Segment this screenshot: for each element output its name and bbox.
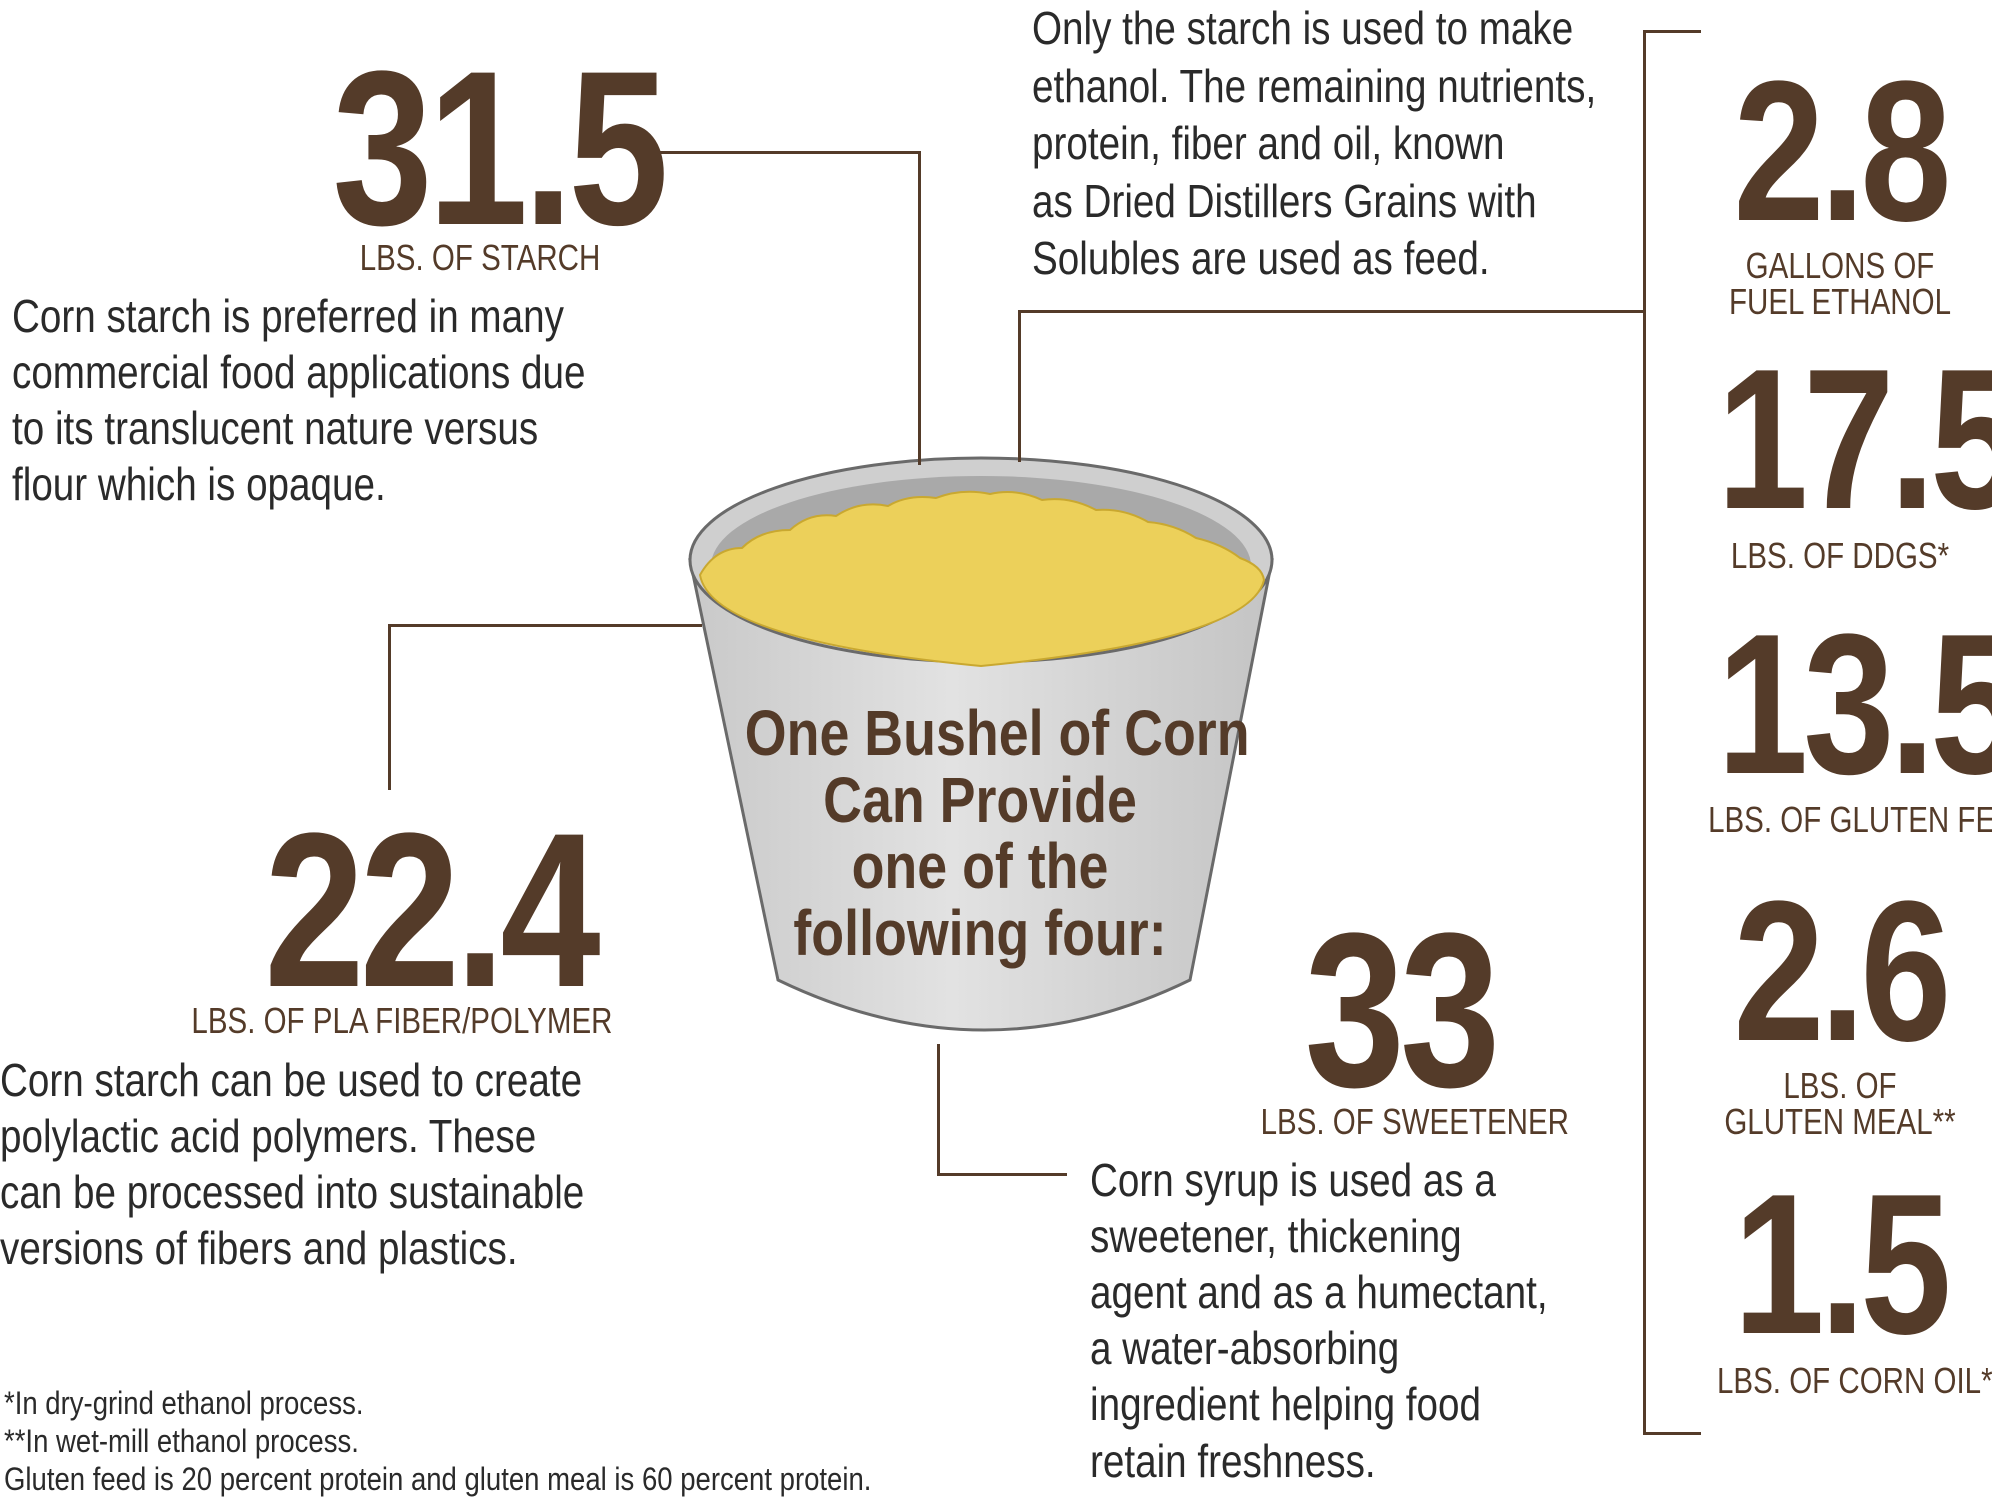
connector-line — [918, 151, 921, 465]
ethanol-gallons-unit: GALLONS OF FUEL ETHANOL — [1725, 248, 1955, 320]
unit-line: LBS. OF GLUTEN FEED* — [1708, 799, 1992, 840]
corn-oil-unit: LBS. OF CORN OIL** — [1717, 1360, 1992, 1401]
pla-unit: LBS. OF PLA FIBER/POLYMER — [191, 1000, 613, 1041]
ethanol-description: Only the starch is used to make ethanol.… — [1032, 2, 1597, 284]
ddgs-unit: LBS. OF DDGS* — [1717, 538, 1963, 574]
unit-line: LBS. OF DDGS* — [1730, 535, 1950, 576]
center-title-line: following four: — [793, 896, 1167, 969]
pla-value: 22.4 — [264, 787, 600, 1033]
footnote: Gluten feed is 20 percent protein and gl… — [4, 1461, 872, 1497]
unit-line: LBS. OF — [1783, 1065, 1897, 1106]
connector-line — [937, 1044, 940, 1176]
right-bracket-bottom — [1643, 1432, 1701, 1435]
starch-value: 31.5 — [332, 25, 668, 271]
connector-line — [388, 624, 702, 627]
connector-line — [645, 151, 921, 154]
connector-line — [1018, 310, 1021, 462]
connector-line — [1018, 310, 1645, 313]
footnote: *In dry-grind ethanol process. — [4, 1385, 364, 1421]
starch-description: Corn starch is preferred in many commerc… — [12, 290, 586, 511]
corn-oil-value: 1.5 — [1733, 1153, 1951, 1376]
ethanol-gallons-value: 2.8 — [1733, 40, 1951, 263]
sweetener-unit: LBS. OF SWEETENER — [1260, 1101, 1569, 1142]
gluten-meal-value: 2.6 — [1733, 860, 1951, 1083]
footnote: **In wet-mill ethanol process. — [4, 1423, 359, 1459]
right-bracket-top — [1643, 30, 1701, 33]
unit-line: FUEL ETHANOL — [1728, 281, 1951, 322]
connector-line — [937, 1173, 1067, 1176]
unit-line: GALLONS OF — [1745, 245, 1935, 286]
unit-line: GLUTEN MEAL** — [1724, 1101, 1956, 1142]
center-title: One Bushel of Corn Can Provide one of th… — [744, 697, 1250, 969]
center-title-line: One Bushel of Corn — [744, 697, 1250, 769]
pla-description: Corn starch can be used to create polyla… — [0, 1054, 585, 1275]
center-title-line: one of the — [851, 830, 1109, 903]
gluten-meal-unit: LBS. OF GLUTEN MEAL** — [1717, 1068, 1963, 1140]
connector-line — [388, 624, 391, 790]
unit-line: LBS. OF CORN OIL** — [1717, 1360, 1992, 1401]
gluten-feed-value: 13.5 — [1717, 593, 1992, 816]
bucket-body — [688, 558, 1274, 1032]
starch-unit: LBS. OF STARCH — [359, 237, 601, 278]
sweetener-value: 33 — [1304, 887, 1501, 1133]
right-bracket — [1643, 30, 1646, 1435]
ddgs-value: 17.5 — [1717, 328, 1992, 551]
gluten-feed-unit: LBS. OF GLUTEN FEED* — [1708, 799, 1992, 840]
corn-kernels-fill — [698, 490, 1266, 668]
center-title-line: Can Provide — [823, 763, 1137, 836]
sweetener-description: Corn syrup is used as a sweetener, thick… — [1090, 1154, 1548, 1487]
